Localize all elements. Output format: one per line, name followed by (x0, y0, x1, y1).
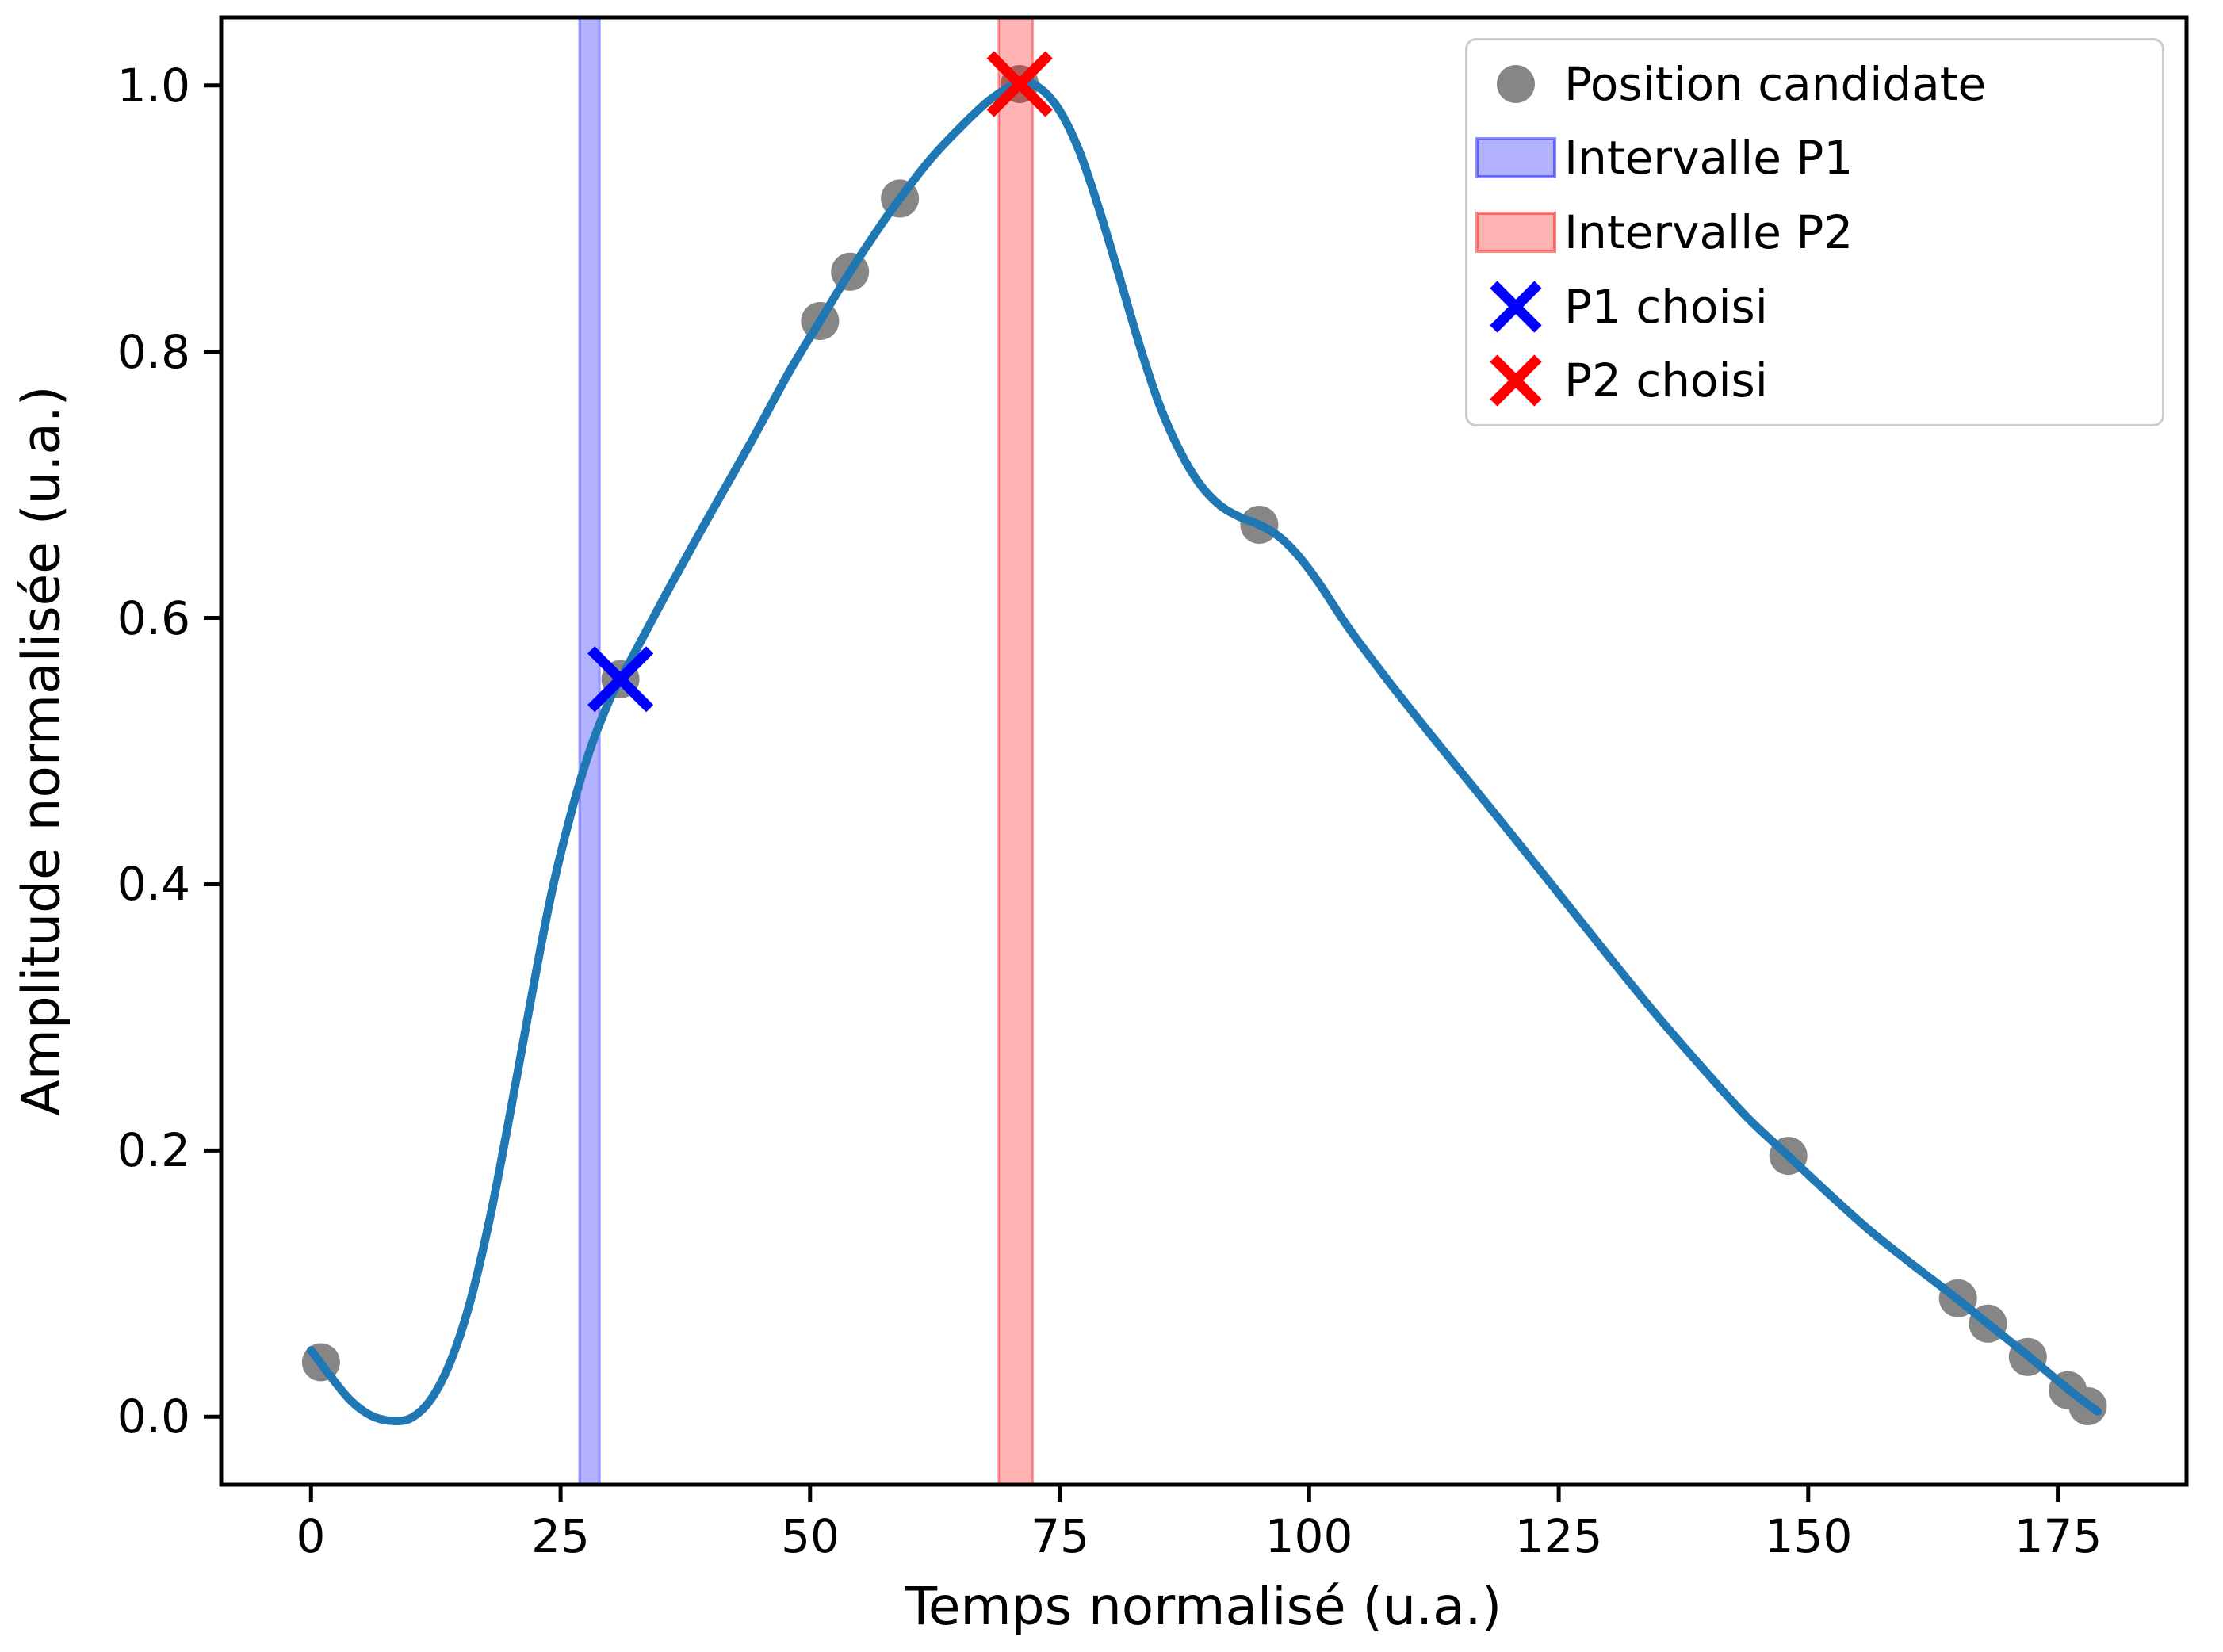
legend-label-intervalle-p1: Intervalle P1 (1564, 131, 1854, 185)
x-tick-label: 0 (296, 1509, 326, 1563)
x-tick-label: 50 (781, 1509, 840, 1563)
y-tick-label: 1.0 (117, 59, 190, 113)
y-tick-label: 0.8 (117, 325, 190, 379)
legend-label-p2-choisi: P2 choisi (1564, 354, 1768, 408)
x-tick-label: 25 (531, 1509, 590, 1563)
interval-band-p2 (997, 16, 1035, 1486)
candidate-dot-glyph (1497, 64, 1535, 103)
signal-curve (307, 78, 2102, 1425)
interval-p2-swatch-icon (1467, 201, 1564, 264)
x-tick-label: 75 (1031, 1509, 1089, 1563)
p2-cross-icon (1467, 349, 1564, 412)
x-tick-label: 100 (1265, 1509, 1353, 1563)
candidate-dot-icon (1467, 52, 1564, 116)
interval-p2-swatch (1475, 211, 1556, 253)
legend-label-intervalle-p2: Intervalle P2 (1564, 205, 1854, 259)
p2-cross-glyph (1490, 354, 1542, 407)
legend: Position candidate Intervalle P1 Interva… (1465, 38, 2164, 426)
interval-p1-swatch (1475, 137, 1556, 179)
x-axis-label: Temps normalisé (u.a.) (905, 1576, 1502, 1637)
y-tick-label: 0.2 (117, 1123, 190, 1177)
interval-p1-swatch-icon (1467, 126, 1564, 189)
chosen-marker-p2 (986, 51, 1053, 117)
legend-item-position-candidate: Position candidate (1467, 48, 2162, 120)
legend-item-intervalle-p1: Intervalle P1 (1467, 121, 2162, 194)
y-tick-label: 0.0 (117, 1390, 190, 1444)
p1-cross-glyph (1490, 280, 1542, 333)
legend-label-position-candidate: Position candidate (1564, 56, 1987, 111)
y-tick-label: 0.4 (117, 857, 190, 911)
y-tick-label: 0.6 (117, 591, 190, 645)
x-tick-label: 125 (1514, 1509, 1603, 1563)
y-axis-label: Amplitude normalisée (u.a.) (10, 385, 72, 1116)
legend-item-p2-choisi: P2 choisi (1467, 344, 2162, 417)
x-tick-label: 150 (1764, 1509, 1853, 1563)
legend-item-intervalle-p2: Intervalle P2 (1467, 196, 2162, 269)
axes-frame (219, 15, 2189, 1487)
p1-cross-icon (1467, 275, 1564, 338)
legend-label-p1-choisi: P1 choisi (1564, 279, 1768, 334)
legend-item-p1-choisi: P1 choisi (1467, 270, 2162, 343)
chosen-marker-p1 (587, 646, 654, 713)
x-tick-label: 175 (2014, 1509, 2102, 1563)
